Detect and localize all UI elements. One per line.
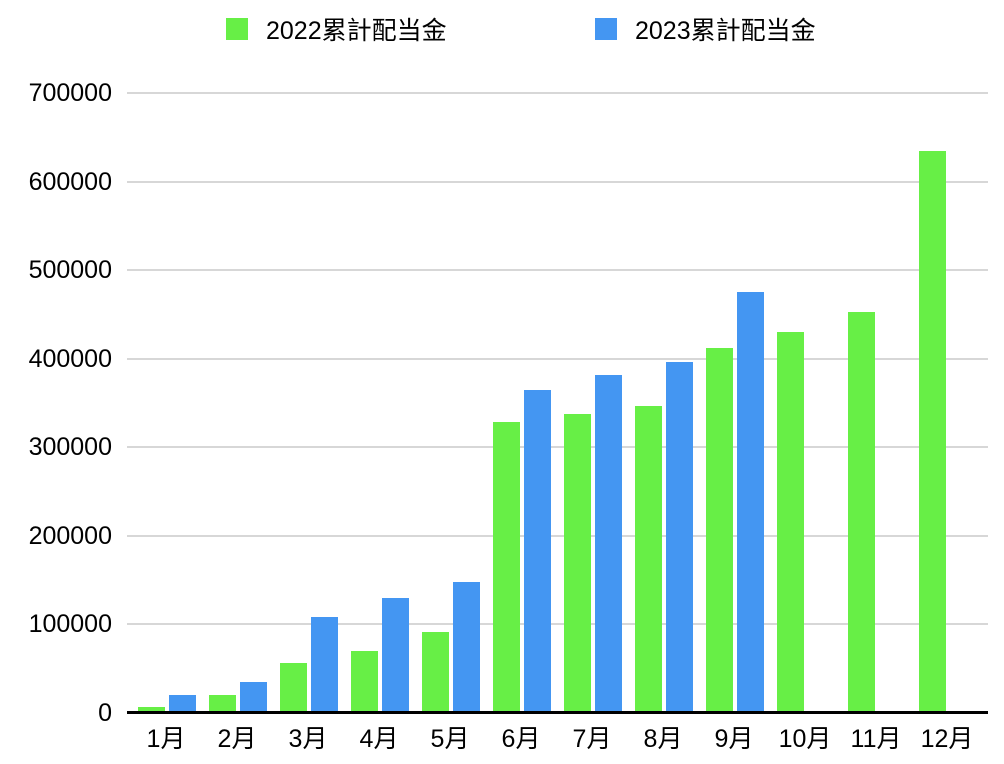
bar-2022-10月[interactable] [777,332,804,713]
gridline [127,446,988,448]
bar-2022-11月[interactable] [848,312,875,713]
x-axis-label: 10月 [778,725,832,753]
bar-2022-6月[interactable] [493,422,520,713]
x-axis-label: 1月 [146,725,186,753]
gridline [127,535,988,537]
y-axis-tick-label: 100000 [28,610,112,638]
legend-label-2023: 2023累計配当金 [635,17,816,45]
x-axis-label: 5月 [430,725,470,753]
x-axis-line [127,711,988,714]
bar-2023-4月[interactable] [382,598,409,713]
y-axis-tick-label: 600000 [28,168,112,196]
gridline [127,623,988,625]
bar-2023-9月[interactable] [737,292,764,713]
bar-2022-3月[interactable] [280,663,307,713]
bar-2022-5月[interactable] [422,632,449,713]
x-axis-label: 8月 [643,725,683,753]
bar-2022-4月[interactable] [351,651,378,713]
bar-2023-7月[interactable] [595,375,622,713]
x-axis-label: 12月 [920,725,974,753]
y-axis-tick-label: 300000 [28,433,112,461]
gridline [127,358,988,360]
legend-item-2022[interactable]: 2022累計配当金 [226,13,447,45]
bar-2022-8月[interactable] [635,406,662,713]
y-axis-tick-label: 500000 [28,256,112,284]
x-axis-label: 9月 [714,725,754,753]
x-axis-label: 3月 [288,725,328,753]
gridline [127,181,988,183]
bar-2022-7月[interactable] [564,414,591,713]
x-axis-label: 4月 [359,725,399,753]
bar-2023-8月[interactable] [666,362,693,713]
bar-2022-9月[interactable] [706,348,733,713]
bar-2023-5月[interactable] [453,582,480,713]
bar-2023-2月[interactable] [240,682,267,713]
gridline [127,92,988,94]
x-axis-label: 7月 [572,725,612,753]
legend-item-2023[interactable]: 2023累計配当金 [595,13,816,45]
legend-swatch-2022 [226,18,248,40]
gridline [127,269,988,271]
y-axis-tick-label: 0 [98,699,112,727]
bar-2022-1月[interactable] [138,707,165,713]
x-axis-label: 11月 [850,725,902,753]
legend-label-2022: 2022累計配当金 [266,17,447,45]
bar-2023-3月[interactable] [311,617,338,713]
y-axis-tick-label: 400000 [28,345,112,373]
x-axis-label: 2月 [217,725,257,753]
y-axis-tick-label: 200000 [28,522,112,550]
bar-2023-6月[interactable] [524,390,551,713]
x-axis-label: 6月 [501,725,541,753]
legend-swatch-2023 [595,18,617,40]
bar-2022-2月[interactable] [209,695,236,713]
bar-2023-1月[interactable] [169,695,196,713]
bar-2022-12月[interactable] [919,151,946,713]
y-axis-tick-label: 700000 [28,79,112,107]
